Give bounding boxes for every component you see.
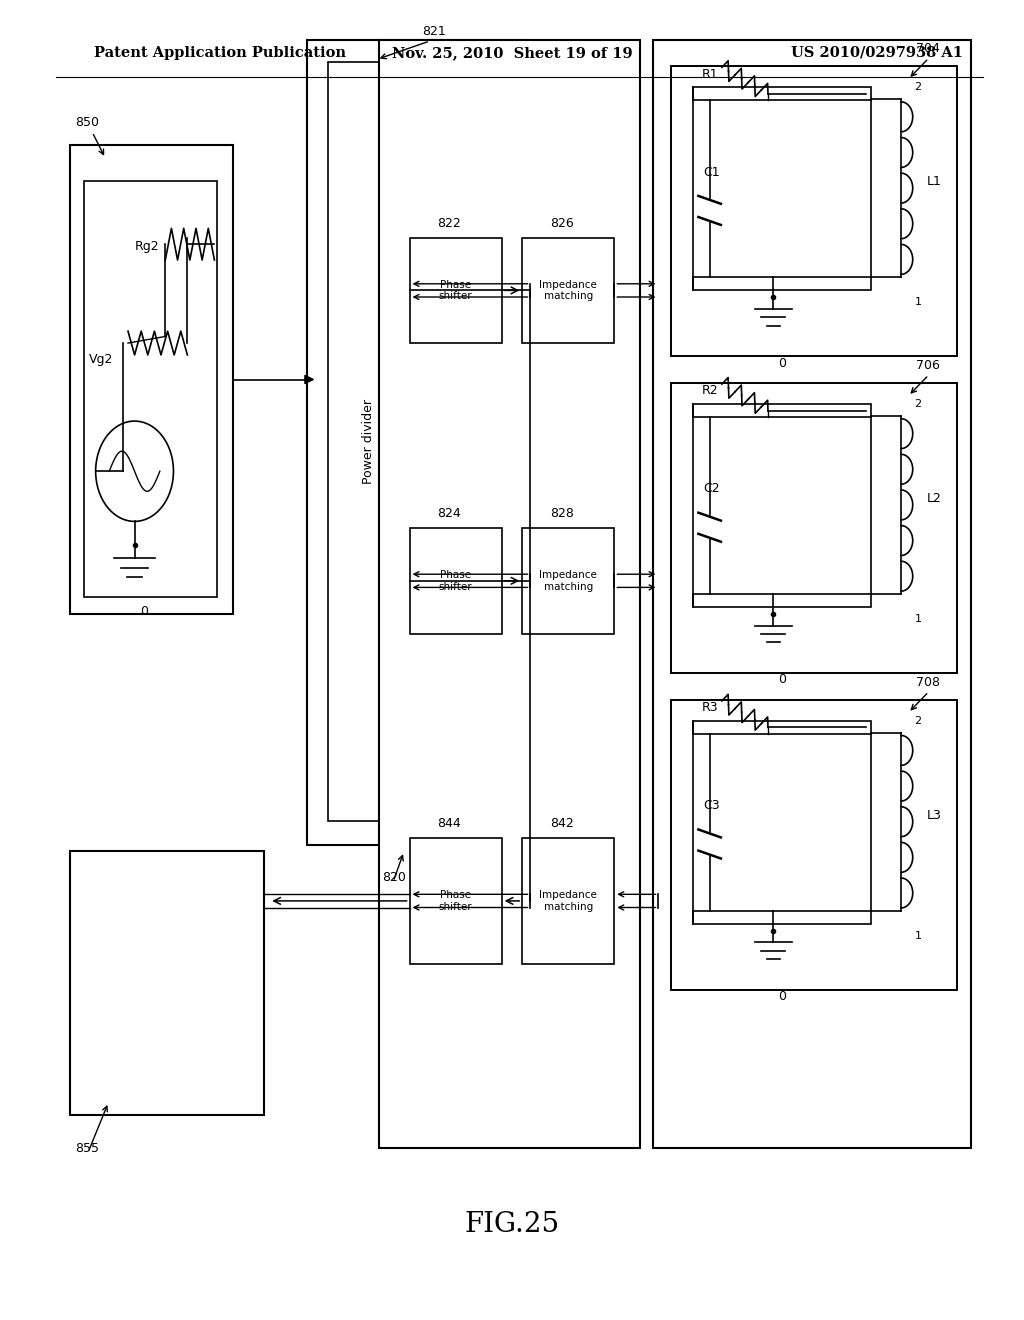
Text: Power divider: Power divider — [362, 399, 375, 484]
Bar — [693, 404, 871, 607]
Text: Vg2: Vg2 — [89, 352, 114, 366]
Text: 1: 1 — [914, 297, 922, 308]
Text: L1: L1 — [927, 176, 942, 187]
Bar — [410, 528, 502, 634]
Bar — [671, 383, 957, 673]
Bar — [653, 40, 971, 1148]
Text: 822: 822 — [437, 216, 461, 230]
Text: C3: C3 — [703, 799, 720, 812]
Bar — [671, 700, 957, 990]
Bar — [693, 721, 871, 924]
Text: Impedance
matching: Impedance matching — [540, 280, 597, 301]
Bar — [522, 838, 614, 964]
Bar — [84, 181, 217, 597]
Text: 821: 821 — [422, 25, 445, 38]
Text: R1: R1 — [701, 67, 718, 81]
Text: Phase
shifter: Phase shifter — [439, 570, 472, 591]
Text: 1: 1 — [914, 931, 922, 941]
Text: Phase
shifter: Phase shifter — [439, 890, 472, 912]
Text: 706: 706 — [916, 359, 940, 372]
Text: R3: R3 — [701, 701, 718, 714]
Text: 2: 2 — [914, 82, 922, 92]
Text: 2: 2 — [914, 399, 922, 409]
Text: Phase
shifter: Phase shifter — [439, 280, 472, 301]
Bar — [328, 62, 410, 821]
Bar — [410, 238, 502, 343]
Text: C1: C1 — [703, 165, 720, 178]
Text: 850: 850 — [75, 116, 98, 129]
Text: 0: 0 — [778, 673, 786, 686]
Bar — [70, 851, 264, 1115]
Text: Impedance
matching: Impedance matching — [540, 570, 597, 591]
Bar — [522, 238, 614, 343]
Text: 2: 2 — [914, 715, 922, 726]
Text: US 2010/0297938 A1: US 2010/0297938 A1 — [791, 46, 963, 59]
Text: 1: 1 — [914, 614, 922, 624]
Bar — [671, 66, 957, 356]
Bar — [693, 87, 871, 290]
Text: L2: L2 — [927, 492, 942, 504]
Text: 824: 824 — [437, 507, 461, 520]
Text: R2: R2 — [701, 384, 718, 397]
Text: Patent Application Publication: Patent Application Publication — [94, 46, 346, 59]
Text: L3: L3 — [927, 809, 942, 821]
Text: Impedance
matching: Impedance matching — [540, 890, 597, 912]
Text: 0: 0 — [778, 990, 786, 1003]
Text: FIG.25: FIG.25 — [465, 1212, 559, 1238]
Text: 0: 0 — [778, 356, 786, 370]
Text: C2: C2 — [703, 482, 720, 495]
Bar — [307, 40, 522, 845]
Text: 828: 828 — [550, 507, 573, 520]
Bar — [70, 145, 233, 614]
Text: 704: 704 — [916, 42, 940, 55]
Text: 0: 0 — [139, 605, 147, 618]
Text: 708: 708 — [916, 676, 940, 689]
Text: 842: 842 — [550, 817, 573, 830]
Bar — [410, 838, 502, 964]
Text: 844: 844 — [437, 817, 461, 830]
Text: 855: 855 — [75, 1142, 98, 1155]
Text: 820: 820 — [383, 871, 407, 884]
Text: Rg2: Rg2 — [134, 240, 159, 253]
Text: 826: 826 — [550, 216, 573, 230]
Text: Nov. 25, 2010  Sheet 19 of 19: Nov. 25, 2010 Sheet 19 of 19 — [392, 46, 632, 59]
Bar — [522, 528, 614, 634]
Bar — [379, 40, 640, 1148]
